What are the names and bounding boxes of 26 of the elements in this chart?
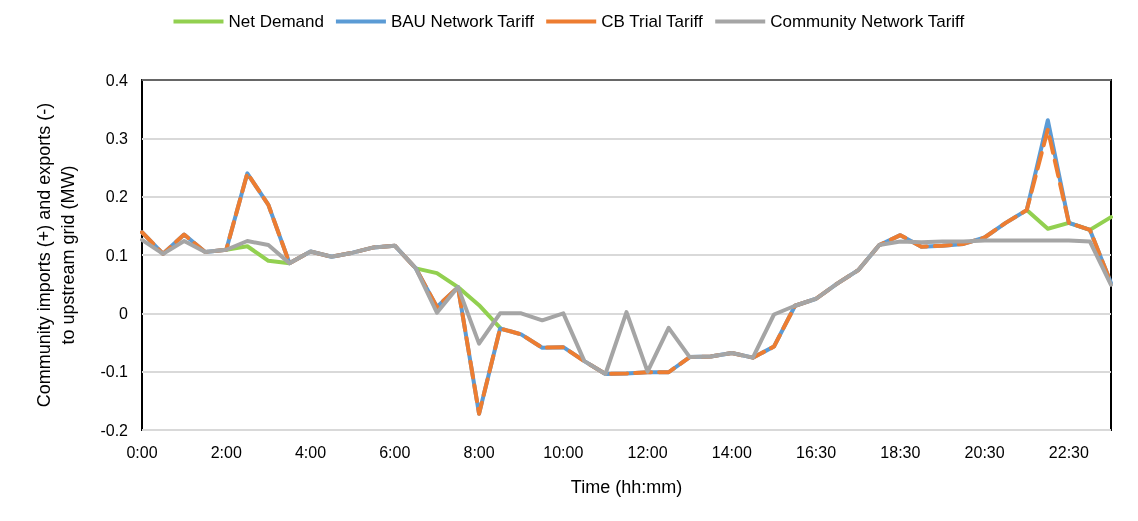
line-series bbox=[140, 237, 1113, 376]
x-tick-label: 20:30 bbox=[964, 443, 1005, 461]
x-tick-label: 0:00 bbox=[126, 443, 158, 461]
x-tick-label: 8:00 bbox=[463, 443, 495, 461]
x-tick-label: 14:00 bbox=[711, 443, 752, 461]
x-tick-label: 4:00 bbox=[294, 443, 327, 461]
x-tick-label: 2:00 bbox=[210, 443, 242, 461]
y-tick-label: 0.1 bbox=[105, 246, 129, 264]
x-tick-label: 12:00 bbox=[627, 443, 668, 461]
x-tick-label: 22:30 bbox=[1048, 443, 1089, 461]
y-tick-label: 0.2 bbox=[105, 188, 129, 206]
x-tick-label: 10:00 bbox=[543, 443, 584, 461]
y-tick-label: 0 bbox=[119, 304, 129, 322]
x-tick-label: 6:00 bbox=[379, 443, 411, 461]
x-axis-title: Time (hh:mm) bbox=[570, 477, 683, 497]
y-tick-label: -0.2 bbox=[100, 421, 129, 439]
y-axis-title: Community imports (+) and exports (-) to upstream grid (MW) bbox=[34, 102, 78, 408]
x-tick-label: 16:30 bbox=[796, 443, 837, 461]
legend-label: Net Demand bbox=[228, 12, 324, 31]
legend-label: BAU Network Tariff bbox=[390, 12, 535, 31]
x-tick-label: 18:30 bbox=[880, 443, 921, 461]
y-tick-label: -0.1 bbox=[100, 363, 129, 381]
legend-label: Community Network Tariff bbox=[770, 12, 965, 31]
legend-label: CB Trial Tariff bbox=[601, 12, 703, 31]
y-tick-label: 0.3 bbox=[105, 129, 129, 147]
y-tick-label: 0.4 bbox=[105, 71, 129, 89]
